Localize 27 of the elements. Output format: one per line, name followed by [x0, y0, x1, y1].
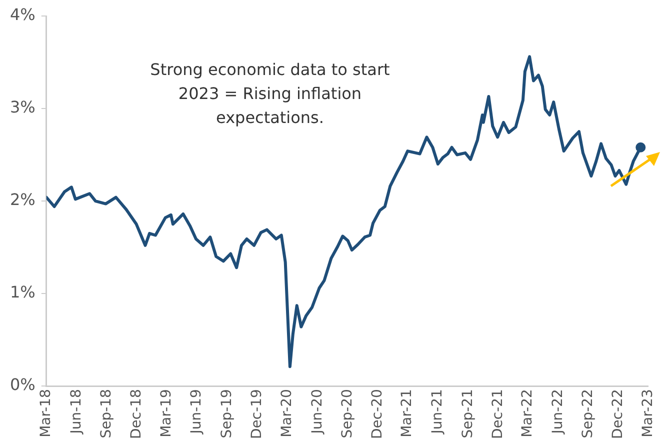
- x-tick-label: Mar-18: [38, 389, 54, 438]
- annotation: Strong economic data to start 2023 = Rising inflation expectations.: [149, 59, 391, 129]
- y-tick-label: 1%: [10, 282, 36, 302]
- x-tick-label: Dec-21: [490, 389, 506, 440]
- x-tick-label: Dec-22: [610, 389, 626, 440]
- x-tick-label: Mar-20: [278, 389, 295, 438]
- y-tick-label: 4%: [10, 5, 36, 24]
- x-tick-label: Dec-18: [128, 389, 145, 440]
- x-tick-label: Dec-20: [370, 389, 386, 440]
- x-tick-label: Sep-20: [340, 389, 356, 438]
- x-tick-label: Mar-19: [158, 389, 174, 438]
- x-tick-label: Dec-19: [248, 389, 265, 440]
- x-tick-label: Sep-21: [460, 389, 476, 438]
- x-tick-label: Sep-22: [580, 389, 596, 438]
- x-tick-label: Jun-22: [550, 389, 566, 435]
- x-tick-label: Jun-18: [68, 389, 84, 435]
- y-tick-label: 3%: [10, 98, 36, 117]
- x-tick-label: Sep-19: [218, 389, 235, 438]
- y-tick-label: 2%: [10, 190, 36, 210]
- x-tick-label: Jun-19: [188, 389, 205, 435]
- x-tick-label: Mar-21: [399, 389, 416, 438]
- x-tick-label: Jun-21: [430, 389, 446, 435]
- x-tick-label: Sep-18: [98, 389, 115, 438]
- x-tick-label: Mar-23: [640, 389, 656, 438]
- x-tick-label: Mar-22: [520, 389, 536, 438]
- y-tick-label: 0%: [10, 375, 36, 394]
- x-tick-label: Jun-20: [309, 389, 326, 435]
